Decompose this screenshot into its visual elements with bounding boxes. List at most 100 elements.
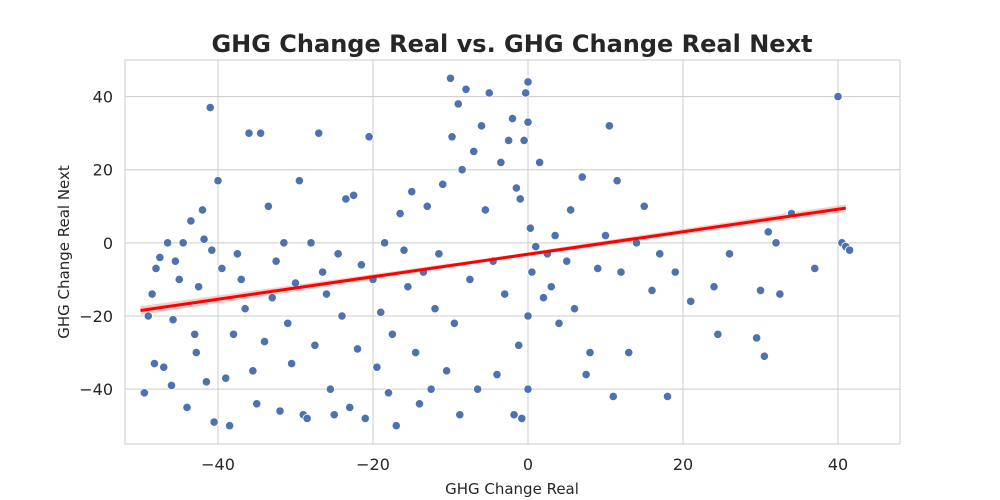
data-point xyxy=(523,77,533,87)
y-tick-label: −20 xyxy=(79,307,113,326)
data-point xyxy=(514,340,524,350)
data-point xyxy=(531,241,541,252)
data-point xyxy=(275,406,285,416)
data-point xyxy=(647,285,657,295)
data-point xyxy=(201,377,211,387)
data-point xyxy=(810,263,820,274)
data-point xyxy=(186,216,196,226)
data-point xyxy=(538,293,549,303)
data-point xyxy=(380,238,390,248)
data-point xyxy=(240,304,250,314)
data-point xyxy=(686,296,696,306)
data-point xyxy=(199,234,209,244)
data-point xyxy=(376,307,386,317)
data-point xyxy=(256,128,266,138)
data-point xyxy=(457,165,467,175)
data-point xyxy=(426,384,436,394)
data-point xyxy=(509,410,519,420)
data-point xyxy=(209,417,219,427)
y-tick-label: −40 xyxy=(79,380,113,399)
data-point xyxy=(174,274,184,285)
data-point xyxy=(449,318,459,328)
data-point xyxy=(221,373,231,383)
data-point xyxy=(775,289,785,299)
data-point xyxy=(364,132,374,142)
data-point xyxy=(279,238,289,248)
data-point xyxy=(395,209,405,219)
data-point xyxy=(170,256,180,266)
data-point xyxy=(391,421,401,431)
x-tick-label: −40 xyxy=(201,455,235,474)
y-tick-label: 0 xyxy=(103,234,113,253)
data-point xyxy=(252,399,262,409)
data-point xyxy=(314,128,324,138)
data-point xyxy=(321,289,332,299)
y-axis-label: GHG Change Real Next xyxy=(55,165,73,339)
data-point xyxy=(527,267,537,277)
data-point xyxy=(507,113,518,124)
data-point xyxy=(349,190,359,200)
data-point xyxy=(759,351,769,361)
data-point xyxy=(430,304,440,314)
data-point xyxy=(833,91,843,102)
data-point xyxy=(546,282,556,292)
data-point xyxy=(585,347,595,358)
data-point xyxy=(310,340,320,350)
data-point xyxy=(484,88,494,98)
data-point xyxy=(147,289,157,299)
data-point xyxy=(465,274,475,285)
x-tick-label: 20 xyxy=(673,455,693,474)
regression-line xyxy=(140,206,846,312)
data-point xyxy=(248,366,258,376)
data-point xyxy=(476,121,487,131)
data-point xyxy=(283,318,293,328)
scatter-points xyxy=(139,73,855,431)
data-point xyxy=(318,267,328,277)
data-point xyxy=(845,245,855,255)
data-point xyxy=(302,413,312,423)
data-point xyxy=(356,260,366,270)
data-point xyxy=(655,249,665,259)
data-point xyxy=(434,249,444,259)
data-point xyxy=(143,311,153,321)
data-point xyxy=(155,252,165,263)
data-point xyxy=(337,311,347,321)
data-point xyxy=(519,135,529,146)
data-point xyxy=(515,194,525,204)
data-point xyxy=(325,384,335,394)
data-point xyxy=(168,315,178,325)
data-point xyxy=(387,329,397,339)
data-point xyxy=(525,223,535,233)
data-point xyxy=(399,245,409,255)
data-point xyxy=(535,157,545,167)
data-point xyxy=(523,117,533,127)
data-point xyxy=(267,293,277,303)
data-point xyxy=(259,336,270,347)
x-tick-label: 40 xyxy=(828,455,848,474)
data-point xyxy=(442,366,452,376)
data-point xyxy=(500,289,510,299)
data-point xyxy=(207,245,217,255)
data-point xyxy=(639,201,649,211)
x-tick-label: −20 xyxy=(356,455,390,474)
data-point xyxy=(236,274,246,285)
data-point xyxy=(166,380,177,391)
data-point xyxy=(521,88,531,98)
data-point xyxy=(447,132,457,142)
data-point xyxy=(461,84,471,94)
data-point xyxy=(403,282,413,292)
data-point xyxy=(149,358,160,369)
x-axis-label: GHG Change Real xyxy=(445,480,579,498)
data-point xyxy=(352,344,363,354)
data-point xyxy=(577,172,587,182)
data-point xyxy=(407,187,417,197)
data-point xyxy=(360,413,370,423)
data-point xyxy=(445,73,456,83)
data-point xyxy=(616,267,626,277)
data-point xyxy=(372,362,382,372)
data-point xyxy=(263,201,273,211)
data-point xyxy=(480,205,490,215)
data-point xyxy=(225,421,235,431)
